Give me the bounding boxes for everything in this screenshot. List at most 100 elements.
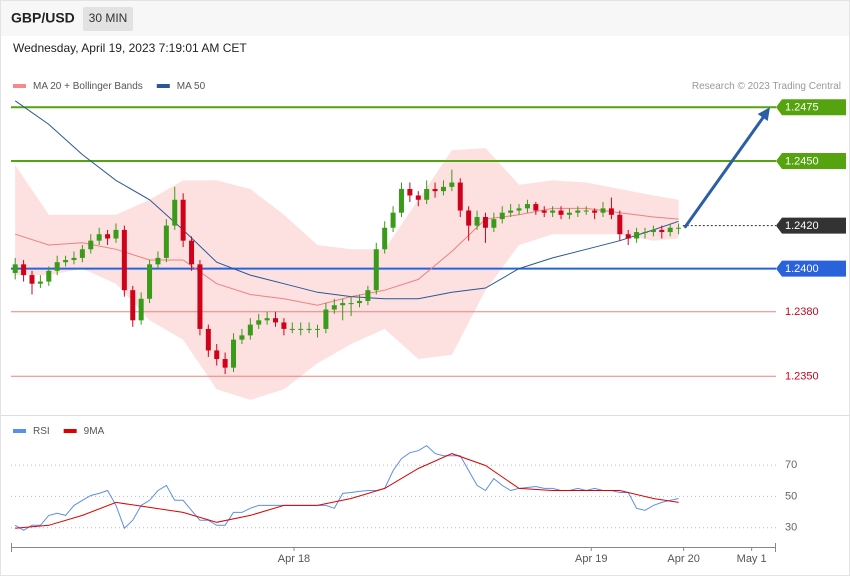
candle-body xyxy=(600,208,606,213)
candle-body xyxy=(516,208,522,211)
candle-body xyxy=(550,210,556,213)
candle-body xyxy=(138,298,144,321)
candle-body xyxy=(315,328,321,330)
timestamp: Wednesday, April 19, 2023 7:19:01 AM CET xyxy=(13,41,247,55)
credit: Research © 2023 Trading Central xyxy=(692,81,841,92)
candle-body xyxy=(508,210,514,213)
candle-body xyxy=(541,210,547,213)
candle-body xyxy=(147,264,153,299)
candle-body xyxy=(440,186,446,192)
candle-body xyxy=(155,257,161,265)
candle-body xyxy=(281,322,287,329)
x-tick-label: Apr 20 xyxy=(667,553,699,565)
candle-body xyxy=(121,229,127,291)
candle-body xyxy=(642,232,648,234)
candle-body xyxy=(205,328,211,351)
candle-body xyxy=(617,214,623,235)
candle-body xyxy=(608,208,614,215)
x-tick-label: May 1 xyxy=(737,553,767,565)
candle-body xyxy=(482,216,488,228)
indicator-line xyxy=(15,453,679,529)
candle-body xyxy=(356,300,362,304)
symbol: GBP/USD xyxy=(11,10,75,26)
candle-body xyxy=(130,290,136,321)
candle-body xyxy=(172,199,178,226)
legend-swatch xyxy=(13,84,26,88)
candle-body xyxy=(79,249,85,258)
level-label: 1.2475 xyxy=(785,102,819,114)
candle-body xyxy=(197,264,203,329)
candle-body xyxy=(113,229,119,239)
legend-swatch xyxy=(63,429,77,433)
candle-body xyxy=(189,240,195,265)
candle-body xyxy=(524,204,530,209)
candle-body xyxy=(650,229,656,233)
candle-body xyxy=(88,240,94,250)
level-label: 1.2380 xyxy=(785,306,819,318)
legend-swatch xyxy=(156,84,170,88)
level-label: 1.2450 xyxy=(785,155,819,167)
legend-swatch xyxy=(13,429,26,433)
candle-body xyxy=(499,212,505,220)
candle-body xyxy=(382,227,388,250)
candle-body xyxy=(163,225,169,258)
legend-label: RSI xyxy=(33,426,50,437)
level-label: 1.2420 xyxy=(785,220,819,232)
candle-body xyxy=(54,262,60,271)
y-tick-label: 30 xyxy=(785,522,797,534)
candle-body xyxy=(222,359,228,368)
candle-body xyxy=(273,318,279,323)
candle-body xyxy=(398,189,404,213)
candle-body xyxy=(533,204,539,211)
level-label: 1.2350 xyxy=(785,371,819,383)
candle-body xyxy=(63,260,69,263)
candle-body xyxy=(466,210,472,226)
candle-body xyxy=(37,281,43,284)
candle-body xyxy=(264,318,270,321)
candle-body xyxy=(306,328,312,330)
level-label: 1.2400 xyxy=(785,263,819,275)
level-label-box xyxy=(776,260,846,277)
candle-body xyxy=(491,219,497,228)
candle-body xyxy=(659,229,665,233)
candle-body xyxy=(676,227,682,229)
x-tick-label: Apr 19 xyxy=(575,553,607,565)
candle-body xyxy=(12,264,18,273)
candle-body xyxy=(340,303,346,306)
y-tick-label: 50 xyxy=(785,490,797,502)
candle-body xyxy=(323,309,329,329)
candle-body xyxy=(373,249,379,291)
legend-label: MA 20 + Bollinger Bands xyxy=(33,81,143,92)
candle-body xyxy=(566,212,572,215)
candle-body xyxy=(214,350,220,360)
candle-body xyxy=(21,264,27,276)
candle-body xyxy=(298,328,304,330)
candle-body xyxy=(289,328,295,330)
target-arrow xyxy=(683,115,766,229)
candle-body xyxy=(432,189,438,192)
candle-body xyxy=(407,189,413,196)
legend-label: MA 50 xyxy=(177,81,206,92)
candle-body xyxy=(331,305,337,310)
timeframe-box xyxy=(83,7,133,31)
candle-body xyxy=(634,232,640,239)
candle-body xyxy=(558,210,564,215)
level-label-box xyxy=(776,153,846,170)
candle-body xyxy=(457,182,463,211)
candle-body xyxy=(365,290,371,301)
candle-body xyxy=(583,210,589,212)
candle-body xyxy=(239,335,245,340)
candle-body xyxy=(667,227,673,233)
y-tick-label: 70 xyxy=(785,459,797,471)
candle-body xyxy=(105,234,111,239)
candle-body xyxy=(231,339,237,368)
candle-body xyxy=(247,324,253,336)
candle-body xyxy=(625,234,631,239)
moving-average xyxy=(14,100,679,300)
x-tick-label: Apr 18 xyxy=(278,553,310,565)
candle-body xyxy=(29,275,35,284)
candle-body xyxy=(415,195,421,200)
header-bar xyxy=(1,1,849,36)
